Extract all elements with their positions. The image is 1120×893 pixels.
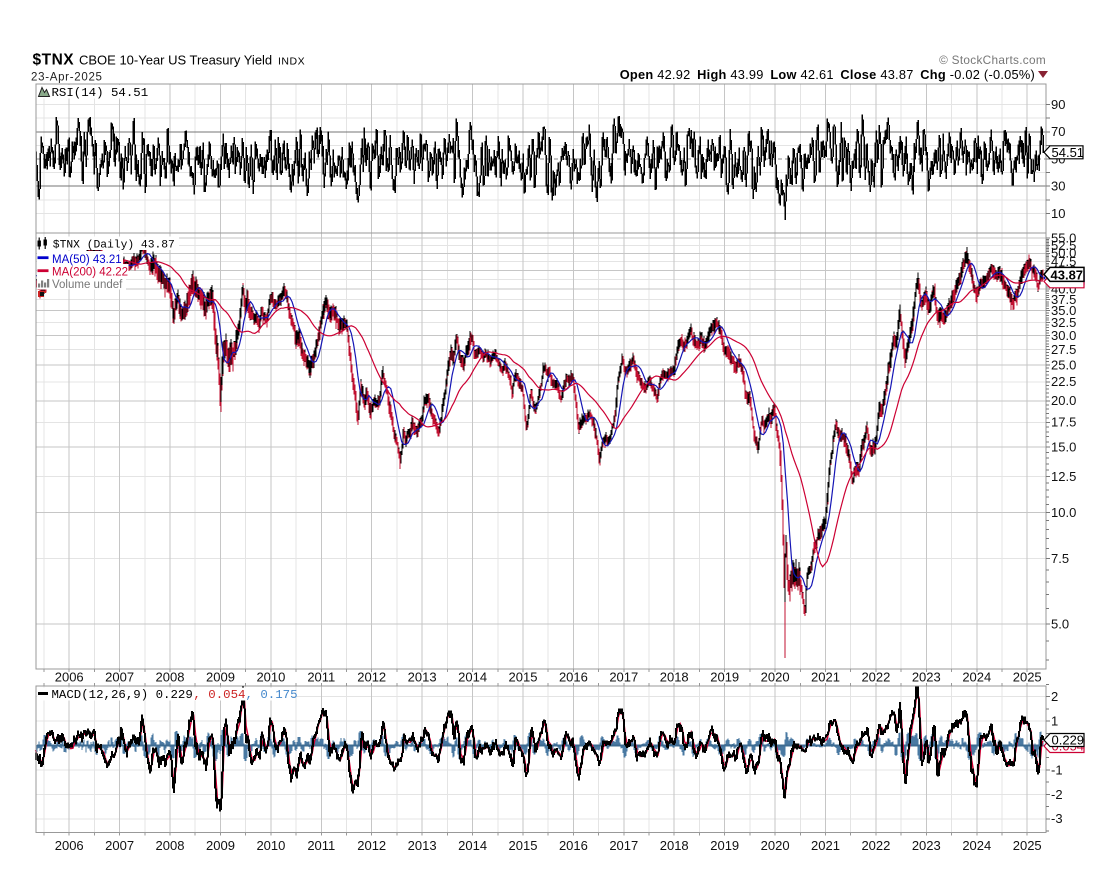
svg-text:0.229: 0.229 bbox=[1052, 733, 1085, 748]
svg-text:2006: 2006 bbox=[55, 838, 84, 853]
svg-text:2018: 2018 bbox=[660, 838, 689, 853]
svg-text:70: 70 bbox=[1051, 124, 1065, 139]
svg-text:2025: 2025 bbox=[1013, 670, 1042, 685]
svg-text:5.0: 5.0 bbox=[1051, 616, 1069, 631]
svg-text:2020: 2020 bbox=[761, 838, 790, 853]
svg-text:27.5: 27.5 bbox=[1051, 342, 1076, 357]
svg-text:20.0: 20.0 bbox=[1051, 393, 1076, 408]
svg-text:2019: 2019 bbox=[710, 838, 739, 853]
svg-text:2: 2 bbox=[1051, 689, 1058, 704]
svg-text:2008: 2008 bbox=[156, 670, 185, 685]
svg-text:2007: 2007 bbox=[105, 838, 134, 853]
svg-text:2023: 2023 bbox=[912, 838, 941, 853]
svg-text:2018: 2018 bbox=[660, 670, 689, 685]
svg-text:30.0: 30.0 bbox=[1051, 328, 1076, 343]
svg-text:MA(50) 43.21: MA(50) 43.21 bbox=[52, 254, 122, 266]
svg-text:RSI(14) 54.51: RSI(14) 54.51 bbox=[52, 86, 149, 100]
svg-text:-2: -2 bbox=[1051, 787, 1063, 802]
svg-text:2020: 2020 bbox=[761, 670, 790, 685]
svg-text:15.0: 15.0 bbox=[1051, 440, 1076, 455]
svg-text:52.5: 52.5 bbox=[1051, 238, 1076, 253]
svg-text:INDX: INDX bbox=[278, 56, 305, 68]
svg-text:Volume undef: Volume undef bbox=[52, 279, 123, 291]
svg-text:2017: 2017 bbox=[609, 838, 638, 853]
svg-text:17.5: 17.5 bbox=[1051, 415, 1076, 430]
svg-text:2014: 2014 bbox=[458, 838, 487, 853]
svg-text:2015: 2015 bbox=[509, 838, 538, 853]
svg-text:MA(200) 42.22: MA(200) 42.22 bbox=[52, 267, 128, 279]
svg-text:2011: 2011 bbox=[307, 670, 335, 685]
svg-text:2016: 2016 bbox=[559, 670, 588, 685]
svg-text:MACD(12,26,9) 0.229: MACD(12,26,9) 0.229 bbox=[52, 688, 193, 702]
svg-text:32.5: 32.5 bbox=[1051, 315, 1076, 330]
svg-text:Open 42.92 High 43.99 Low 42.6: Open 42.92 High 43.99 Low 42.61 Close 43… bbox=[620, 67, 1035, 82]
svg-text:43.87: 43.87 bbox=[1051, 267, 1084, 282]
svg-text:2023: 2023 bbox=[912, 670, 941, 685]
svg-text:30: 30 bbox=[1051, 179, 1065, 194]
svg-text:2017: 2017 bbox=[609, 670, 638, 685]
svg-text:50.0: 50.0 bbox=[1051, 246, 1076, 261]
svg-text:, 0.175: , 0.175 bbox=[246, 688, 298, 702]
svg-text:2009: 2009 bbox=[206, 838, 235, 853]
svg-text:2012: 2012 bbox=[357, 670, 386, 685]
svg-text:10.0: 10.0 bbox=[1051, 505, 1076, 520]
svg-text:$TNX (Daily) 43.87: $TNX (Daily) 43.87 bbox=[53, 240, 175, 252]
svg-text:54.51: 54.51 bbox=[1052, 145, 1085, 160]
svg-text:CBOE 10-Year US Treasury Yield: CBOE 10-Year US Treasury Yield bbox=[79, 53, 272, 68]
svg-text:2013: 2013 bbox=[408, 838, 437, 853]
svg-text:25.0: 25.0 bbox=[1051, 357, 1076, 372]
svg-text:-3: -3 bbox=[1051, 811, 1063, 826]
svg-text:, 0.054: , 0.054 bbox=[193, 688, 245, 702]
svg-text:2011: 2011 bbox=[307, 838, 335, 853]
svg-text:$TNX: $TNX bbox=[33, 52, 75, 69]
svg-text:2009: 2009 bbox=[206, 670, 235, 685]
svg-text:7.5: 7.5 bbox=[1051, 551, 1069, 566]
svg-text:2010: 2010 bbox=[256, 670, 285, 685]
svg-text:23-Apr-2025: 23-Apr-2025 bbox=[31, 72, 103, 84]
svg-text:37.5: 37.5 bbox=[1051, 292, 1076, 307]
svg-text:2007: 2007 bbox=[105, 670, 134, 685]
svg-text:47.5: 47.5 bbox=[1051, 254, 1076, 269]
svg-text:22.5: 22.5 bbox=[1051, 374, 1076, 389]
svg-text:2013: 2013 bbox=[408, 670, 437, 685]
svg-text:2010: 2010 bbox=[256, 838, 285, 853]
svg-text:10: 10 bbox=[1051, 206, 1065, 221]
svg-text:2006: 2006 bbox=[55, 670, 84, 685]
svg-text:2015: 2015 bbox=[509, 670, 538, 685]
svg-text:1: 1 bbox=[1051, 713, 1058, 728]
svg-text:2021: 2021 bbox=[811, 670, 840, 685]
svg-text:2012: 2012 bbox=[357, 838, 386, 853]
svg-text:2014: 2014 bbox=[458, 670, 487, 685]
svg-text:2025: 2025 bbox=[1013, 838, 1042, 853]
svg-text:-1: -1 bbox=[1051, 762, 1063, 777]
svg-text:35.0: 35.0 bbox=[1051, 303, 1076, 318]
svg-text:55.0: 55.0 bbox=[1051, 230, 1076, 245]
svg-text:2022: 2022 bbox=[861, 670, 890, 685]
svg-text:2024: 2024 bbox=[962, 670, 991, 685]
svg-text:2016: 2016 bbox=[559, 838, 588, 853]
svg-text:90: 90 bbox=[1051, 97, 1065, 112]
svg-text:© StockCharts.com: © StockCharts.com bbox=[939, 53, 1046, 67]
svg-text:2019: 2019 bbox=[710, 670, 739, 685]
svg-text:2021: 2021 bbox=[811, 838, 840, 853]
svg-text:2008: 2008 bbox=[156, 838, 185, 853]
svg-text:2024: 2024 bbox=[962, 838, 991, 853]
svg-text:2022: 2022 bbox=[861, 838, 890, 853]
svg-text:12.5: 12.5 bbox=[1051, 469, 1076, 484]
